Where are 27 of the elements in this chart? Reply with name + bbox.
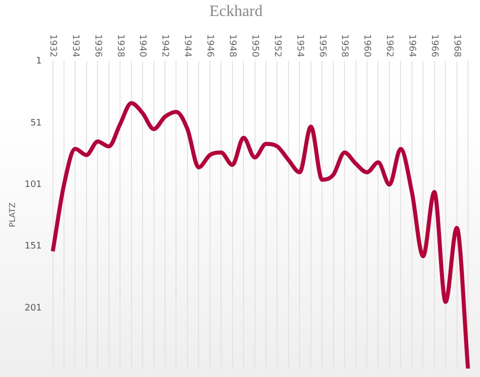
x-tick-label: 1964 [406, 34, 417, 58]
y-tick-label: 51 [30, 118, 42, 128]
x-tick-label: 1952 [272, 34, 282, 58]
x-tick-label: 1960 [362, 34, 372, 58]
x-tick-label: 1942 [160, 34, 170, 58]
x-tick-label: 1944 [182, 34, 192, 58]
x-tick-label: 1950 [249, 34, 260, 58]
x-tick-label: 1954 [294, 34, 304, 58]
y-tick-label: 151 [24, 242, 42, 252]
x-tick-label: 1932 [47, 34, 58, 58]
line-series [50, 101, 470, 369]
x-tick-label: 1934 [70, 34, 80, 58]
x-tick-label: 1938 [114, 34, 125, 58]
x-tick-label: 1940 [137, 34, 148, 58]
x-tick-label: 1936 [92, 34, 102, 58]
x-tick-label: 1962 [384, 34, 394, 58]
x-tick-label: 1948 [226, 34, 237, 58]
y-tick-label: 201 [24, 303, 42, 314]
chart-title: Eckhard [209, 2, 263, 20]
y-axis-title: PLATZ [8, 202, 17, 228]
x-tick-label: 1956 [316, 34, 327, 58]
y-tick-label: 1 [36, 56, 42, 67]
x-tick-label: 1958 [339, 34, 350, 58]
y-tick-label: 101 [24, 180, 42, 190]
x-tick-label: 1946 [204, 34, 215, 58]
x-tick-label: 1968 [451, 34, 462, 58]
x-tick-label: 1966 [428, 34, 439, 58]
